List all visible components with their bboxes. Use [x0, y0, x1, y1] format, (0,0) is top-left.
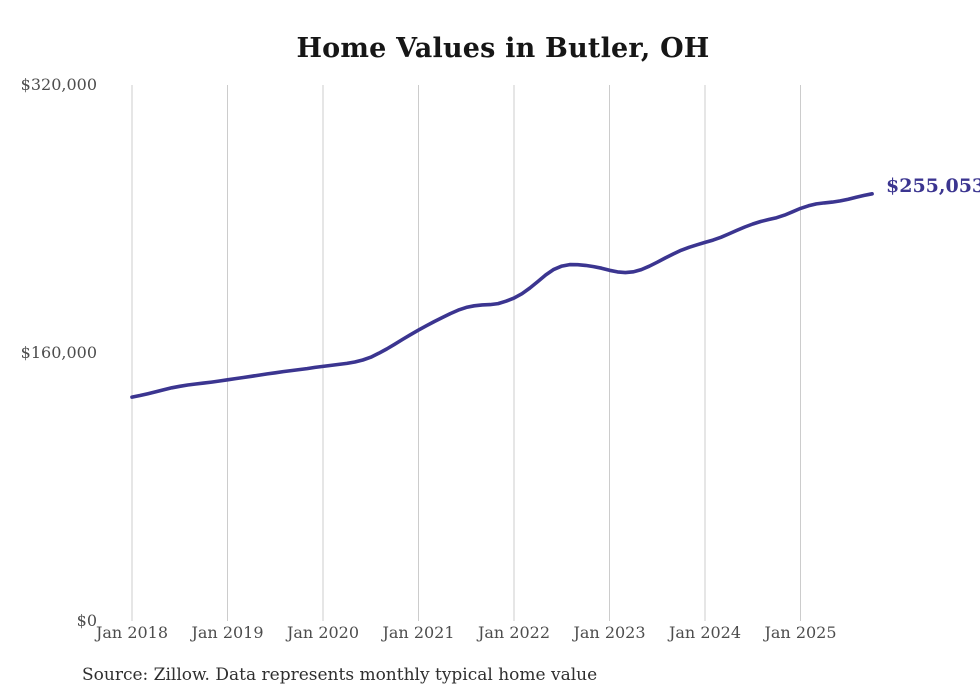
y-axis-label: $0 [76, 611, 97, 630]
x-axis-label: Jan 2024 [668, 623, 742, 642]
current-value-label: $255,053 [886, 175, 980, 197]
y-axis-label: $320,000 [20, 75, 97, 94]
home-value-line [130, 192, 874, 399]
source-note: Source: Zillow. Data represents monthly … [82, 665, 598, 685]
x-axis-label: Jan 2018 [95, 623, 169, 642]
x-axis-label: Jan 2022 [477, 623, 551, 642]
chart-title: Home Values in Butler, OH [296, 33, 710, 64]
x-axis-label: Jan 2021 [382, 623, 455, 642]
x-axis-label: Jan 2020 [286, 623, 360, 642]
x-axis-label: Jan 2023 [573, 623, 646, 642]
y-axis-label: $160,000 [20, 343, 97, 362]
x-axis-label: Jan 2025 [764, 623, 837, 642]
x-axis-label: Jan 2019 [191, 623, 264, 642]
